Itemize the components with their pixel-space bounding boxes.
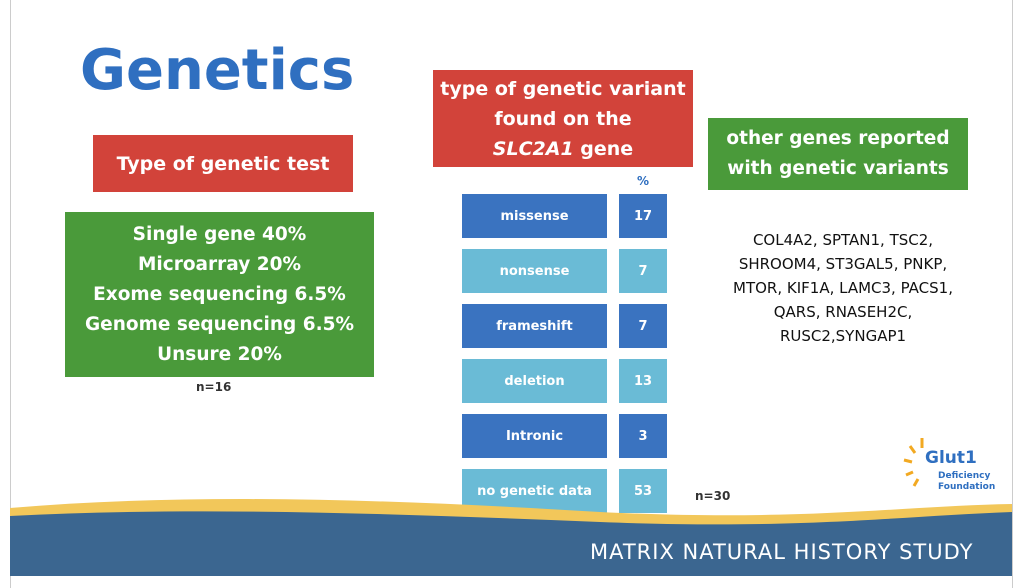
variant-name: nonsense [462, 249, 607, 293]
logo-name: Glut1 [925, 448, 977, 468]
variant-percent: 7 [619, 249, 667, 293]
title: Genetics [80, 38, 355, 103]
variant-percent: 53 [619, 469, 667, 513]
logo-line: Foundation [938, 482, 996, 492]
test-item: Exome sequencing 6.5% [93, 283, 346, 305]
test-type-header: Type of genetic test [93, 135, 353, 192]
variant-percent: 7 [619, 304, 667, 348]
gene-line: MTOR, KIF1A, LAMC3, PACS1, [733, 279, 953, 297]
gene-line: RUSC2,SYNGAP1 [779, 327, 907, 345]
gene-line: COL4A2, SPTAN1, TSC2, [752, 231, 934, 249]
variant-name: no genetic data [462, 469, 607, 513]
header-line: SLC2A1 gene [493, 134, 633, 164]
footer-band [10, 511, 1012, 576]
genes-header: other genes reported with genetic varian… [708, 118, 968, 190]
test-item: Single gene 40% [132, 223, 307, 245]
variant-percent: 17 [619, 194, 667, 238]
variant-header: type of genetic variant found on the SLC… [433, 70, 693, 167]
variant-name: Intronic [462, 414, 607, 458]
logo-sun [903, 438, 924, 487]
test-item: Genome sequencing 6.5% [84, 313, 355, 335]
column-label: % [636, 174, 650, 188]
variant-percent: 3 [619, 414, 667, 458]
gene-name: SLC2A1 [492, 137, 574, 160]
variant-percent: 13 [619, 359, 667, 403]
gene-line: QARS, RNASEH2C, [773, 303, 913, 321]
genes-list: COL4A2, SPTAN1, TSC2, SHROOM4, ST3GAL5, P… [713, 228, 973, 348]
test-type-list: Single gene 40% Microarray 20% Exome seque… [65, 212, 374, 377]
logo-line: Deficiency [938, 471, 991, 481]
footer-text: MATRIX NATURAL HISTORY STUDY [590, 540, 974, 564]
slide-edge [10, 0, 11, 588]
variant-name: deletion [462, 359, 607, 403]
test-note: n=16 [196, 380, 232, 394]
gene-line: SHROOM4, ST3GAL5, PNKP, [738, 255, 948, 273]
variant-name: missense [462, 194, 607, 238]
header-tail: gene [580, 137, 634, 160]
variant-note: n=30 [695, 489, 731, 503]
test-item: Microarray 20% [138, 253, 301, 275]
test-item: Unsure 20% [157, 343, 282, 365]
header-line: type of genetic variant found on the [440, 77, 686, 130]
slide-edge [1012, 0, 1013, 588]
variant-name: frameshift [462, 304, 607, 348]
